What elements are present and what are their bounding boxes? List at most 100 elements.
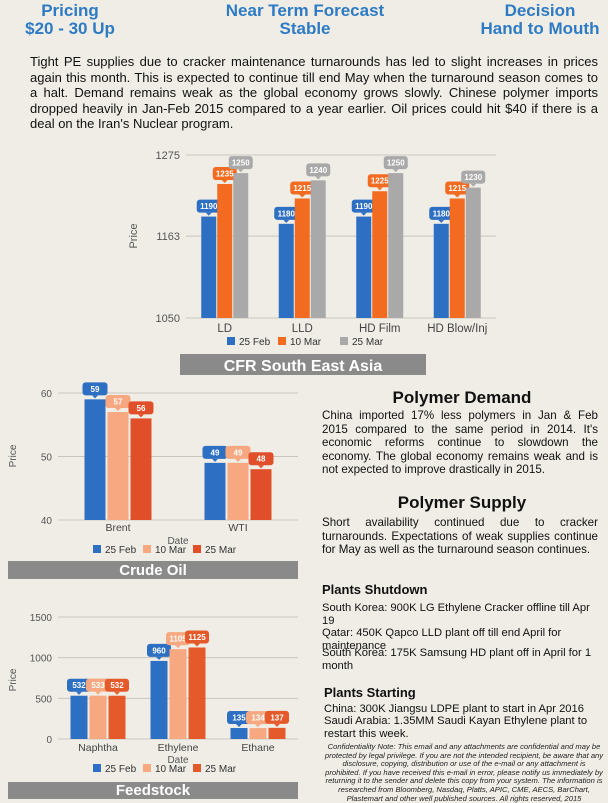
legend-swatch xyxy=(193,545,201,553)
data-label-pointer xyxy=(274,723,280,727)
bar xyxy=(249,728,267,739)
data-label-bubble xyxy=(248,452,274,466)
data-label: 49 xyxy=(225,445,251,462)
data-label-bubble xyxy=(306,163,331,177)
bar xyxy=(217,183,233,318)
data-label-bubble xyxy=(351,199,376,213)
data-label: 137 xyxy=(265,710,289,727)
legend-label: 10 Mar xyxy=(290,337,322,348)
data-label-pointer xyxy=(221,179,228,183)
data-label-text: 137 xyxy=(270,713,284,722)
decision-value: Hand to Mouth xyxy=(480,19,600,38)
pe-price-chart: 105011631275Price119012351250LD118012151… xyxy=(128,150,496,375)
forecast-label: Near Term Forecast xyxy=(225,1,385,20)
data-label-text: 48 xyxy=(257,455,266,464)
legend-item: 25 Feb xyxy=(227,337,271,348)
chart-banner xyxy=(180,354,426,375)
data-label-text: 532 xyxy=(72,681,86,690)
data-label-text: 1125 xyxy=(188,633,206,642)
data-label-text: 49 xyxy=(234,448,243,457)
data-label-text: 1105 xyxy=(169,635,187,644)
legend-item: 25 Feb xyxy=(93,545,137,556)
bar xyxy=(201,216,217,318)
data-label-pointer xyxy=(454,194,461,198)
forecast-block: Near Term Forecast Stable xyxy=(200,2,410,38)
data-label: 1125 xyxy=(185,630,209,647)
shutdown-title: Plants Shutdown xyxy=(322,582,428,597)
supply-title: Polymer Supply xyxy=(397,493,527,512)
shutdown-item: South Korea: 900K LG Ethylene Cracker of… xyxy=(322,602,590,627)
data-label-pointer xyxy=(175,645,181,649)
data-label-pointer xyxy=(205,212,212,216)
bar xyxy=(108,695,126,739)
y-tick-label: 1050 xyxy=(156,313,180,325)
bar xyxy=(233,173,249,318)
data-label-pointer xyxy=(392,169,399,173)
data-label-text: 49 xyxy=(211,448,220,457)
bar xyxy=(449,198,465,318)
data-label-pointer xyxy=(156,656,162,660)
chart-banner-title: Feedstock xyxy=(116,782,191,799)
bar xyxy=(278,223,294,318)
demand-title: Polymer Demand xyxy=(392,388,532,407)
legend-item: 10 Mar xyxy=(278,337,322,348)
data-label-bubble xyxy=(202,445,228,459)
legend-item: 25 Mar xyxy=(193,764,237,775)
data-label-pointer xyxy=(236,724,242,728)
data-label-bubble xyxy=(105,678,129,692)
bar xyxy=(150,660,168,739)
legend-label: 10 Mar xyxy=(155,764,187,775)
data-label-bubble xyxy=(429,206,454,220)
shutdown-item: Qatar: 450K Qapco LLD plant off till end… xyxy=(322,627,562,652)
y-tick-label: 40 xyxy=(41,516,53,527)
legend-item: 10 Mar xyxy=(143,545,187,556)
data-label: 56 xyxy=(128,401,154,418)
legend-label: 10 Mar xyxy=(155,545,187,556)
x-tick-label: Naphtha xyxy=(78,742,118,754)
data-label: 1215 xyxy=(290,181,315,198)
pricing-block: Pricing $20 - 30 Up xyxy=(10,2,130,38)
x-tick-label: LLD xyxy=(292,323,313,335)
bar xyxy=(169,649,187,739)
intro-paragraph: Tight PE supplies due to cracker mainten… xyxy=(30,54,598,131)
y-axis-label: Price xyxy=(8,668,19,691)
data-label-text: 1235 xyxy=(216,169,234,178)
y-tick-label: 60 xyxy=(41,389,53,400)
data-label-pointer xyxy=(376,187,383,191)
bar xyxy=(250,469,272,520)
data-label-bubble xyxy=(86,678,110,692)
x-tick-label: LD xyxy=(217,323,232,335)
bar xyxy=(465,187,481,318)
x-tick-label: Brent xyxy=(105,522,130,534)
data-label-text: 1190 xyxy=(355,202,373,211)
legend-swatch xyxy=(143,545,151,553)
data-label-bubble xyxy=(290,181,315,195)
chart-banner-title: Crude Oil xyxy=(119,562,187,579)
data-label-pointer xyxy=(92,395,98,399)
data-label-pointer xyxy=(76,691,82,695)
data-label-bubble xyxy=(445,181,470,195)
data-label-text: 135 xyxy=(232,714,246,723)
bar xyxy=(130,418,152,520)
data-label: 1250 xyxy=(228,156,253,173)
data-label: 1225 xyxy=(367,174,392,191)
data-label-text: 59 xyxy=(91,385,100,394)
data-label: 960 xyxy=(147,643,171,660)
chart-banner xyxy=(8,782,298,799)
bar xyxy=(230,728,248,739)
data-label-bubble xyxy=(383,156,408,170)
y-axis-label: Price xyxy=(128,223,140,248)
data-label: 48 xyxy=(248,452,274,469)
data-label-bubble xyxy=(227,711,251,725)
x-axis-label: Date xyxy=(167,755,189,766)
decision-label: Decision xyxy=(504,1,576,20)
bar xyxy=(107,412,129,520)
bar xyxy=(204,462,226,520)
data-label-pointer xyxy=(283,219,290,223)
legend-label: 25 Mar xyxy=(352,337,384,348)
data-label: 1180 xyxy=(429,206,454,223)
x-tick-label: Ethylene xyxy=(158,742,199,754)
data-label-pointer xyxy=(360,212,367,216)
data-label: 1235 xyxy=(212,166,237,183)
legend-swatch xyxy=(340,337,348,345)
